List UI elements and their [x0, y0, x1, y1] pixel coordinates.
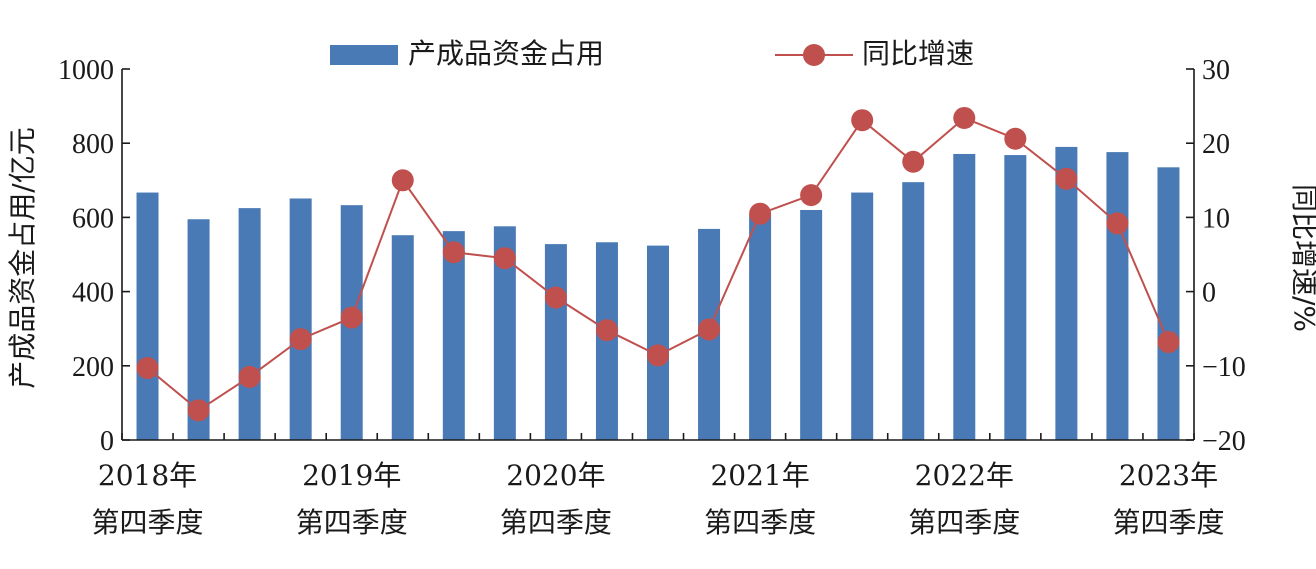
bar — [544, 244, 567, 440]
growth-point — [953, 106, 976, 129]
bar — [289, 198, 312, 440]
left-axis-title: 产成品资金占用/亿元 — [6, 127, 39, 388]
legend-bar-label: 产成品资金占用 — [408, 37, 604, 70]
growth-point — [544, 286, 567, 309]
x-tick-label-quarter: 第四季度 — [908, 506, 1020, 539]
growth-point — [1157, 331, 1180, 354]
growth-point — [1004, 127, 1027, 150]
bar — [953, 153, 976, 441]
bar — [136, 192, 159, 440]
growth-point — [902, 150, 925, 173]
right-axis-title: 同比增速/% — [1288, 184, 1316, 332]
growth-point — [749, 202, 772, 225]
legend-line-label: 同比增速 — [862, 37, 974, 70]
bar-series — [136, 146, 1180, 441]
bar — [442, 231, 465, 440]
bar — [238, 208, 261, 440]
bar — [187, 219, 210, 440]
growth-point — [595, 319, 618, 342]
left-y-tick-label: 800 — [72, 129, 114, 160]
x-tick-label-quarter: 第四季度 — [296, 506, 408, 539]
x-tick-label-quarter: 第四季度 — [92, 506, 204, 539]
right-y-tick-label: 20 — [1202, 129, 1230, 160]
bar — [851, 192, 874, 440]
axes: 0 200 400 600 800 1000 −20 −10 0 10 20 30 — [58, 55, 1246, 457]
left-y-tick-label: 1000 — [58, 55, 114, 86]
growth-point — [851, 109, 874, 132]
right-y-tick-label: 30 — [1202, 55, 1230, 86]
bar — [749, 215, 772, 440]
bar — [1004, 155, 1027, 440]
x-tick-label-quarter: 第四季度 — [500, 506, 612, 539]
right-y-tick-label: −10 — [1202, 352, 1246, 383]
growth-point — [187, 399, 210, 422]
bar — [493, 226, 516, 440]
x-tick-label-quarter: 第四季度 — [1112, 506, 1224, 539]
legend-line-marker — [803, 44, 825, 66]
legend-bar-swatch — [330, 45, 398, 65]
growth-point — [442, 241, 465, 264]
left-y-tick-label: 600 — [72, 203, 114, 234]
growth-point — [698, 318, 721, 341]
growth-point — [493, 247, 516, 270]
line-series — [136, 106, 1180, 422]
x-tick-label-year: 2022年 — [915, 459, 1014, 492]
growth-point — [340, 306, 363, 329]
growth-point — [136, 357, 159, 380]
bar — [391, 235, 414, 440]
x-tick-label-year: 2020年 — [506, 459, 605, 492]
x-tick-label-year: 2019年 — [302, 459, 401, 492]
bar — [647, 245, 669, 440]
growth-point — [391, 169, 414, 192]
x-tick-label-quarter: 第四季度 — [704, 506, 816, 539]
bar — [1055, 146, 1078, 440]
bar — [902, 182, 925, 440]
x-tick-label-year: 2018年 — [98, 459, 197, 492]
x-tick-label-year: 2023年 — [1119, 459, 1218, 492]
right-y-tick-label: 10 — [1202, 203, 1230, 234]
bar — [1106, 152, 1129, 440]
left-y-tick-label: 200 — [72, 352, 114, 383]
legend: 产成品资金占用 同比增速 — [330, 37, 974, 70]
x-tick-label-year: 2021年 — [710, 459, 809, 492]
growth-point — [1055, 167, 1078, 190]
growth-point — [289, 328, 312, 351]
growth-point — [238, 365, 261, 388]
growth-point — [1106, 212, 1129, 235]
left-y-tick-label: 0 — [100, 426, 114, 457]
right-y-tick-label: −20 — [1202, 426, 1246, 457]
growth-point — [800, 184, 823, 207]
bar — [800, 209, 823, 440]
left-y-tick-label: 400 — [72, 278, 114, 309]
growth-point — [647, 344, 669, 367]
bar — [1157, 167, 1180, 440]
right-y-tick-label: 0 — [1202, 278, 1216, 309]
